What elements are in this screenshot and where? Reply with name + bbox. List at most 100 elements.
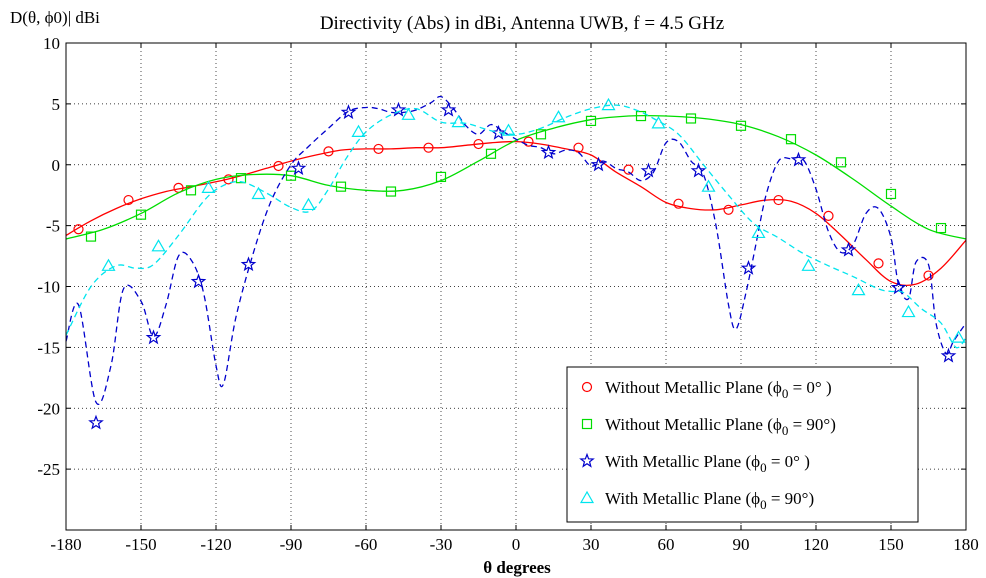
x-tick-label: -30 [430, 535, 453, 554]
series-3-point [690, 162, 707, 178]
series-4-point [301, 197, 316, 211]
legend-marker-1 [581, 381, 593, 393]
legend-label-3: With Metallic Plane (ϕ0 = 0° ) [605, 452, 810, 475]
series-1-point [823, 210, 834, 221]
series-4-point [401, 107, 416, 120]
series-3-point [340, 104, 357, 120]
series-3-point [440, 101, 457, 117]
series-2-point [485, 148, 497, 159]
series-2-point [785, 134, 797, 145]
series-2-point [735, 120, 747, 131]
axis-ticks: -180 -150 -120 -90 -60 -30 0 30 60 90 120 150 180105… [37, 34, 978, 554]
chart-title: Directivity (Abs) in dBi, Antenna UWB, f… [320, 13, 724, 34]
series-group [65, 95, 967, 430]
x-axis-label: θ degrees [483, 558, 551, 577]
legend-label-4: With Metallic Plane (ϕ0 = 90°) [605, 489, 814, 512]
series-1-point [873, 258, 884, 269]
series-3-point [840, 241, 857, 257]
series-4-point [601, 97, 616, 111]
series-4-point [701, 179, 716, 192]
x-tick-label: 180 [953, 535, 979, 554]
series-1-point [223, 174, 234, 185]
series-2-point [335, 181, 347, 192]
series-2-point [435, 171, 447, 183]
series-3-point [890, 279, 907, 295]
series-4-point [501, 123, 516, 136]
series-4-point [801, 258, 816, 271]
series-3-point [88, 414, 104, 430]
series-2-point [85, 231, 97, 242]
series-line-1 [65, 140, 967, 287]
x-tick-label: 120 [803, 535, 829, 554]
series-1 [65, 136, 967, 287]
legend-marker-3 [579, 452, 595, 468]
series-3-point [940, 347, 957, 363]
series-2-point [585, 115, 597, 127]
series-line-4 [65, 104, 967, 349]
series-1-point [723, 204, 734, 215]
y-axis-label: D(θ, ϕ0)| dBi [10, 8, 100, 27]
series-1-point [423, 142, 434, 153]
series-3-point [590, 156, 607, 172]
series-3 [65, 95, 967, 430]
series-3-point [540, 144, 557, 160]
series-1-point [373, 143, 384, 155]
series-1-point [273, 160, 284, 172]
x-tick-label: -120 [200, 535, 231, 554]
series-3-point [145, 329, 162, 345]
legend: Without Metallic Plane (ϕ0 = 0° ) Without… [566, 366, 919, 523]
series-1-point [523, 136, 534, 147]
series-2-point [285, 170, 297, 181]
x-tick-label: 0 [512, 535, 521, 554]
y-tick-label: -5 [46, 217, 60, 236]
series-4-point [951, 330, 966, 343]
series-3-point [790, 151, 807, 167]
x-tick-label: -150 [125, 535, 156, 554]
series-1-point [923, 270, 934, 281]
series-3-point [290, 160, 307, 176]
series-4-point [551, 110, 566, 123]
series-4-point [651, 116, 666, 129]
series-4 [65, 97, 967, 349]
series-3-point [240, 256, 257, 272]
y-tick-label: -25 [37, 460, 60, 479]
x-tick-label: -90 [280, 535, 303, 554]
series-2-point [135, 209, 147, 220]
series-4-point [201, 180, 216, 193]
series-4-point [451, 114, 466, 128]
series-1-point [73, 224, 84, 235]
legend-marker-2 [581, 418, 593, 430]
legend-label-2: Without Metallic Plane (ϕ0 = 90°) [605, 415, 836, 438]
series-line-3 [65, 95, 967, 405]
x-tick-label: 90 [733, 535, 750, 554]
series-1-point [773, 194, 784, 206]
series-2-point [235, 173, 247, 184]
series-1-point [123, 194, 134, 206]
series-4-point [751, 225, 766, 239]
legend-box [566, 366, 919, 523]
y-tick-label: 0 [52, 156, 61, 175]
series-1-point [473, 138, 484, 150]
series-2-point [835, 157, 847, 168]
series-4-point [251, 186, 266, 200]
y-tick-label: -20 [37, 399, 60, 418]
series-3-point [640, 162, 657, 178]
series-1-point [623, 164, 634, 175]
y-tick-label: -15 [37, 338, 60, 357]
legend-marker-4 [579, 490, 595, 504]
series-2-point [685, 113, 697, 124]
series-4-point [101, 258, 116, 271]
x-tick-label: 30 [583, 535, 600, 554]
series-2-point [185, 185, 197, 196]
series-2-point [935, 222, 947, 234]
x-tick-label: -60 [355, 535, 378, 554]
series-4-point [901, 304, 916, 318]
series-1-point [323, 146, 334, 157]
series-1-point [673, 198, 684, 209]
x-tick-label: 150 [878, 535, 904, 554]
legend-label-1: Without Metallic Plane (ϕ0 = 0° ) [605, 378, 832, 401]
y-tick-label: -10 [37, 278, 60, 297]
series-line-2 [65, 114, 967, 240]
series-2-point [385, 186, 397, 197]
